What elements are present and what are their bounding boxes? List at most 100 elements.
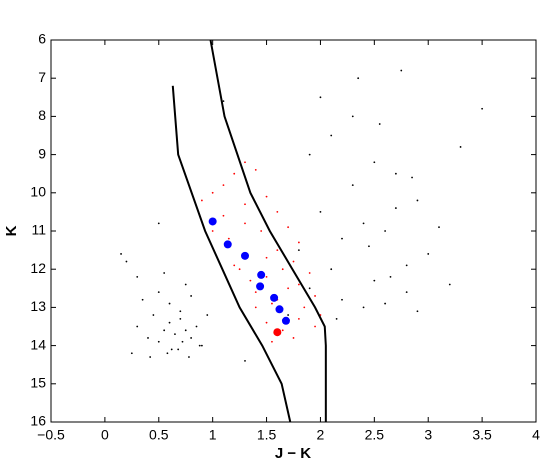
point	[330, 134, 333, 137]
point	[184, 283, 187, 286]
point	[179, 317, 182, 320]
point	[265, 256, 268, 259]
point	[281, 268, 284, 271]
point	[297, 317, 300, 320]
point	[163, 272, 166, 274]
point	[244, 203, 246, 206]
point	[249, 279, 252, 282]
point	[168, 321, 171, 324]
point	[368, 245, 370, 248]
point	[198, 344, 201, 347]
point	[292, 260, 295, 263]
y-tick-label: 9	[38, 145, 46, 161]
x-axis-title: J − K	[275, 445, 311, 462]
point	[373, 161, 376, 164]
x-tick-label: 3	[424, 427, 432, 443]
point	[241, 251, 249, 260]
point	[174, 333, 176, 336]
point	[459, 146, 462, 148]
point	[271, 340, 273, 343]
y-tick-label: 15	[30, 375, 46, 391]
point	[416, 199, 419, 202]
point	[147, 337, 149, 339]
point	[287, 226, 290, 229]
point	[448, 283, 451, 286]
x-tick-label: 4	[532, 427, 540, 443]
point	[394, 172, 397, 175]
point	[384, 230, 387, 232]
y-tick-label: 6	[38, 31, 46, 47]
point	[254, 306, 257, 309]
point	[222, 214, 225, 217]
point	[287, 287, 290, 290]
point	[270, 293, 279, 302]
y-tick-label: 13	[30, 298, 46, 314]
point	[120, 253, 122, 255]
point	[254, 291, 257, 294]
point	[238, 268, 241, 271]
point	[206, 314, 209, 316]
point	[308, 153, 311, 156]
point	[384, 302, 387, 305]
point	[273, 328, 282, 337]
point	[136, 325, 139, 328]
point	[141, 298, 144, 301]
y-tick-label: 16	[30, 413, 46, 429]
y-tick-label: 7	[38, 69, 46, 85]
point	[481, 107, 484, 110]
point	[260, 230, 263, 232]
point	[362, 222, 365, 225]
plot-frame	[50, 39, 537, 423]
point	[222, 100, 225, 103]
point	[276, 249, 279, 252]
point	[179, 310, 182, 313]
point	[222, 184, 225, 187]
point	[373, 279, 376, 282]
point	[211, 230, 214, 232]
point	[223, 240, 232, 249]
point	[287, 314, 290, 316]
point	[125, 260, 128, 263]
point	[166, 352, 169, 355]
point	[357, 77, 360, 80]
point	[297, 241, 300, 244]
point	[351, 115, 354, 118]
point	[341, 298, 343, 301]
x-tick-label: 0.5	[149, 427, 169, 443]
point	[416, 310, 419, 313]
point	[281, 329, 284, 332]
point	[405, 264, 408, 267]
point	[330, 268, 333, 271]
point	[181, 340, 184, 343]
point	[275, 305, 284, 314]
point	[411, 176, 413, 179]
point	[319, 96, 322, 99]
point	[211, 191, 214, 194]
point	[254, 168, 257, 171]
point	[256, 282, 265, 291]
point	[400, 69, 403, 72]
point	[233, 172, 236, 175]
point	[190, 337, 193, 339]
point	[188, 356, 190, 358]
boundary-line	[209, 39, 327, 422]
point	[351, 184, 354, 187]
point	[362, 306, 365, 309]
point	[152, 314, 155, 316]
point	[244, 161, 246, 164]
point	[244, 359, 246, 362]
point	[227, 237, 230, 240]
point	[195, 325, 198, 328]
point	[276, 211, 279, 213]
point	[200, 199, 203, 202]
point	[308, 272, 311, 274]
point	[427, 253, 430, 255]
y-tick-label: 11	[31, 222, 46, 238]
x-tick-label: 0	[101, 427, 109, 443]
x-tick-label: 2	[317, 427, 325, 443]
point	[319, 211, 322, 213]
point	[281, 316, 290, 325]
x-tick-label: 1.5	[257, 427, 277, 443]
point	[438, 226, 440, 229]
